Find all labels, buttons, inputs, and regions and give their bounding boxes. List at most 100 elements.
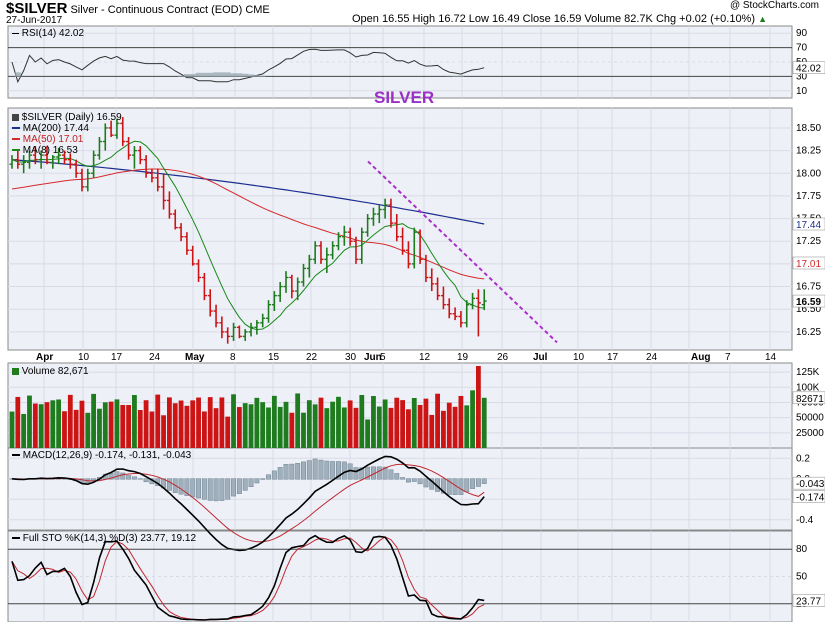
ohlc-bar <box>143 155 149 178</box>
volume-bar <box>353 407 359 448</box>
rsi-oversold-shade <box>178 75 185 77</box>
ohlc-bar <box>405 241 411 269</box>
rsi-oversold-shade <box>253 75 260 77</box>
macd-histogram-bar <box>277 467 283 480</box>
ma8-legend: MA(8) 16.53 <box>12 145 78 156</box>
volume-bar <box>15 396 21 448</box>
symbol: $SILVER <box>6 0 68 17</box>
x-axis-label: Aug <box>691 352 710 363</box>
macd-histogram-bar <box>458 478 464 495</box>
volume-bar <box>277 406 283 448</box>
macd-histogram-bar <box>219 478 225 501</box>
ohlc-bar <box>330 241 336 260</box>
chart-date: 27-Jun-2017 <box>6 15 63 26</box>
macd-histogram-bar <box>440 478 446 494</box>
macd-histogram-bar <box>470 478 476 489</box>
rsi-value-tag-box <box>792 61 825 74</box>
ma8-legend-text: MA(8) 16.53 <box>22 145 78 156</box>
ohlc-bar <box>301 263 306 287</box>
macd-histogram-bar <box>341 461 347 480</box>
macd-histogram-bar <box>382 466 388 480</box>
macd-histogram-bar <box>330 461 336 480</box>
ohlc-bar <box>470 292 476 310</box>
volume-bar <box>365 419 371 448</box>
ma200-swatch <box>12 127 20 130</box>
x-axis-label: 14 <box>765 352 777 363</box>
macd-histogram-bar <box>207 478 213 501</box>
macd-histogram-bar <box>353 467 359 480</box>
volume-bar <box>271 395 277 448</box>
volume-label: Volume 82,671 <box>12 366 89 377</box>
volume-bar <box>213 408 219 448</box>
volume-bar <box>73 409 79 448</box>
volume-bar <box>44 402 50 448</box>
ohlc-bar <box>190 245 196 266</box>
macd-histogram-bar <box>231 478 236 497</box>
exchange: CME <box>245 4 270 16</box>
volume-bar <box>225 416 231 448</box>
rsi-oversold-shade <box>224 72 231 77</box>
macd-histogram-bar <box>225 478 231 500</box>
ohlc-summary: Open 16.55 High 16.72 Low 16.49 Close 16… <box>352 13 767 25</box>
ma200-price-tag-box <box>792 217 825 231</box>
ohlc-bar <box>289 274 295 299</box>
vol-tick-label: 25000 <box>796 428 824 439</box>
volume-bar <box>56 399 62 448</box>
rsi-oversold-shade <box>242 73 249 77</box>
macd-histogram-bar <box>242 478 248 491</box>
macd-hist-tag-box <box>792 476 825 490</box>
x-axis-label: 8 <box>230 352 236 363</box>
ma8-line <box>11 140 485 331</box>
ohlc-bar <box>178 223 184 242</box>
ohlc-bar <box>359 227 365 264</box>
sto-label-text: Full STO %K(14,3) %D(3) 23.77, 19.12 <box>22 533 197 544</box>
ohlc-bar <box>475 289 481 337</box>
macd-histogram-bar <box>400 477 406 480</box>
ohlc-bar <box>61 150 67 165</box>
volume-bar <box>155 394 161 448</box>
macd-histogram-bar <box>359 467 365 480</box>
ohlc-bar <box>411 227 417 269</box>
x-axis-label: May <box>185 352 205 363</box>
macd-histogram-bar <box>236 478 242 494</box>
rsi-tick-label: 70 <box>796 43 808 54</box>
volume-bar <box>108 401 114 448</box>
ma50-swatch <box>12 138 20 141</box>
macd-histogram-bar <box>324 460 330 480</box>
ohlc-bar <box>481 289 487 311</box>
macd-histogram-bar <box>166 478 172 491</box>
volume-bar <box>137 410 143 448</box>
rsi-oversold-shade <box>236 73 243 77</box>
macd-histogram-bar <box>464 478 470 493</box>
volume-bar <box>359 395 365 448</box>
ohlc-bar <box>446 298 452 319</box>
volume-bar <box>196 397 201 448</box>
macd-histogram-bar <box>254 478 260 484</box>
x-axis-label: 15 <box>268 352 280 363</box>
ma8-swatch <box>12 149 20 152</box>
ohlc-bar <box>79 168 85 192</box>
volume-bar <box>441 410 446 448</box>
volume-bar <box>318 397 324 448</box>
volume-bar <box>476 366 481 448</box>
ohlc-bar <box>382 198 388 219</box>
volume-bar <box>394 397 400 448</box>
rsi-oversold-shade <box>230 73 237 77</box>
rsi-oversold-shade <box>248 74 255 77</box>
volume-bar <box>283 401 289 448</box>
ohlc-bar <box>440 286 446 310</box>
volume-bar <box>429 414 435 448</box>
macd-histogram-bar <box>137 478 143 480</box>
macd-histogram-bar <box>266 474 271 480</box>
ohlc-bar <box>26 150 32 169</box>
ohlc-bar <box>131 146 137 169</box>
macd-histogram-bar <box>423 478 429 488</box>
ohlc-bar <box>114 118 120 139</box>
ohlc-bar <box>108 120 114 138</box>
ohlc-bar <box>429 268 435 292</box>
ohlc-bar <box>236 325 242 339</box>
chg-up-arrow: ▲ <box>758 14 767 24</box>
volume-bar <box>446 402 452 448</box>
ohlc-bar <box>91 150 97 178</box>
ohlc-bar <box>120 117 126 147</box>
